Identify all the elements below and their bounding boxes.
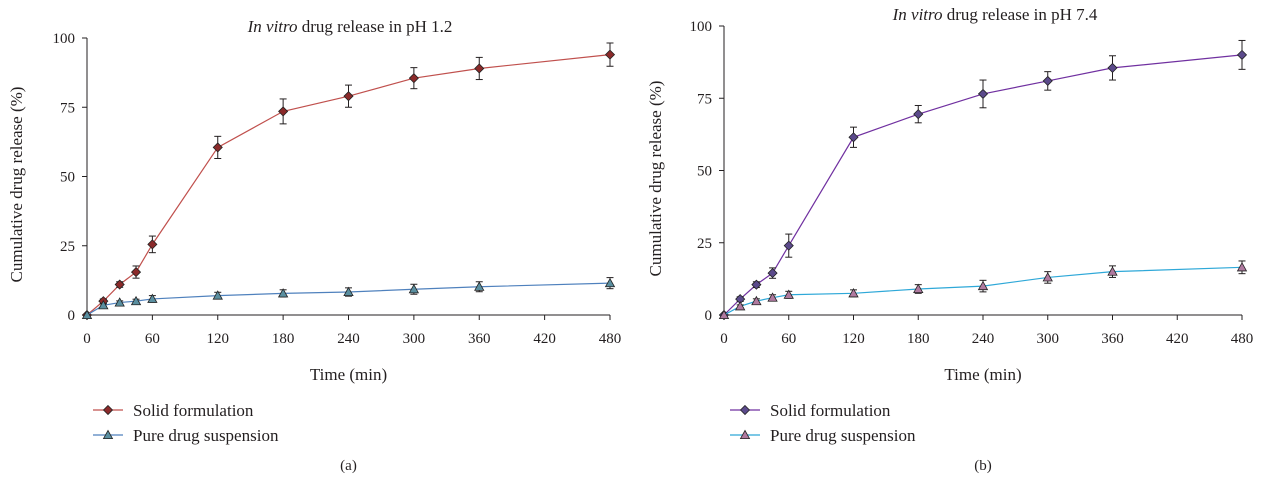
data-point: [735, 301, 746, 311]
data-point: [343, 286, 354, 297]
panel-label: (b): [974, 458, 992, 474]
data-point: [848, 288, 859, 298]
y-tick-label: 25: [60, 239, 75, 255]
x-tick-label: 300: [403, 331, 426, 347]
series-pure-drug-suspension: [81, 277, 616, 320]
y-tick-label: 0: [68, 308, 76, 324]
y-axis-label: Cumulative drug release (%): [646, 81, 665, 277]
chart-title: In vitro drug release in pH 1.2: [247, 17, 453, 36]
y-tick-label: 75: [697, 91, 712, 107]
legend-marker: [102, 404, 114, 416]
legend-marker: [739, 404, 751, 416]
data-point: [1042, 272, 1053, 282]
data-point: [1107, 266, 1118, 276]
y-tick-label: 25: [697, 236, 712, 252]
x-tick-label: 420: [1166, 331, 1189, 347]
data-point: [408, 73, 419, 84]
legend-label: Solid formulation: [133, 401, 254, 420]
chart-title: In vitro drug release in pH 7.4: [892, 5, 1098, 24]
data-point: [1236, 261, 1248, 272]
data-point: [147, 239, 158, 250]
data-point: [474, 281, 485, 291]
data-point: [977, 88, 989, 99]
x-tick-label: 240: [337, 331, 360, 347]
legend-item: Solid formulation: [730, 401, 891, 420]
legend-marker: [739, 429, 751, 440]
x-tick-label: 420: [533, 331, 556, 347]
data-point: [147, 293, 158, 303]
data-point: [130, 295, 142, 306]
legend-item: Pure drug suspension: [93, 426, 279, 445]
panel-label: (a): [340, 458, 357, 474]
chart-title-rest: drug release in pH 1.2: [298, 17, 453, 36]
x-tick-label: 60: [145, 331, 160, 347]
y-tick-label: 100: [53, 31, 76, 47]
chart-panel-a: 0 25 50 75 100 0 60 120 180 240 300 360 420 480 Time (…: [7, 17, 621, 474]
x-tick-label: 360: [468, 331, 491, 347]
y-tick-label: 100: [690, 19, 713, 35]
y-tick-label: 0: [705, 308, 713, 324]
legend-item: Pure drug suspension: [730, 426, 916, 445]
data-point: [343, 91, 354, 102]
x-tick-label: 60: [781, 331, 796, 347]
data-point: [767, 268, 778, 279]
chart-title-italic: In vitro: [892, 5, 943, 24]
data-point: [278, 106, 289, 117]
series-solid-formulation: [718, 39, 1248, 321]
data-point: [408, 283, 420, 294]
data-point: [783, 240, 794, 251]
data-point: [913, 283, 924, 293]
data-point: [751, 295, 762, 306]
x-tick-label: 480: [599, 331, 622, 347]
data-point: [81, 309, 93, 320]
legend-label: Solid formulation: [770, 401, 891, 420]
data-point: [718, 309, 730, 320]
chart-panel-b: 0 25 50 75 100 0 60 120 180 240 300 360 420 480 Time (…: [646, 5, 1253, 474]
x-axis-label: Time (min): [310, 365, 387, 384]
x-tick-label: 300: [1037, 331, 1060, 347]
data-point: [130, 266, 142, 278]
chart-title-rest: drug release in pH 7.4: [943, 5, 1098, 24]
legend-item: Solid formulation: [93, 401, 254, 420]
data-point: [1236, 49, 1248, 60]
data-point: [114, 297, 125, 307]
y-tick-label: 50: [60, 170, 75, 186]
data-point: [212, 142, 223, 153]
series-solid-formulation: [81, 42, 616, 321]
data-point: [1107, 62, 1118, 73]
data-point: [277, 288, 289, 298]
data-point: [604, 49, 616, 60]
data-point: [98, 299, 109, 310]
y-tick-label: 50: [697, 164, 712, 180]
data-point: [913, 109, 924, 120]
x-tick-label: 240: [972, 331, 995, 347]
data-point: [114, 279, 125, 290]
y-axis-label: Cumulative drug release (%): [7, 87, 26, 283]
legend-label: Pure drug suspension: [133, 426, 279, 445]
y-tick-label: 75: [60, 100, 75, 116]
legend-label: Pure drug suspension: [770, 426, 916, 445]
x-axis-label: Time (min): [944, 365, 1021, 384]
legend-marker: [102, 429, 114, 440]
data-point: [977, 280, 989, 291]
data-point: [604, 277, 616, 288]
data-point: [783, 289, 794, 299]
data-point: [1042, 75, 1053, 86]
data-point: [751, 279, 762, 290]
data-point: [212, 290, 223, 300]
data-point: [767, 292, 778, 302]
x-tick-label: 360: [1101, 331, 1124, 347]
x-tick-label: 0: [83, 331, 91, 347]
x-tick-label: 120: [207, 331, 230, 347]
x-tick-label: 480: [1231, 331, 1254, 347]
data-point: [474, 63, 485, 74]
chart-title-italic: In vitro: [247, 17, 298, 36]
x-tick-label: 0: [720, 331, 728, 347]
series-pure-drug-suspension: [718, 260, 1248, 320]
x-tick-label: 180: [907, 331, 930, 347]
data-point: [848, 132, 859, 143]
x-tick-label: 120: [842, 331, 865, 347]
x-tick-label: 180: [272, 331, 295, 347]
